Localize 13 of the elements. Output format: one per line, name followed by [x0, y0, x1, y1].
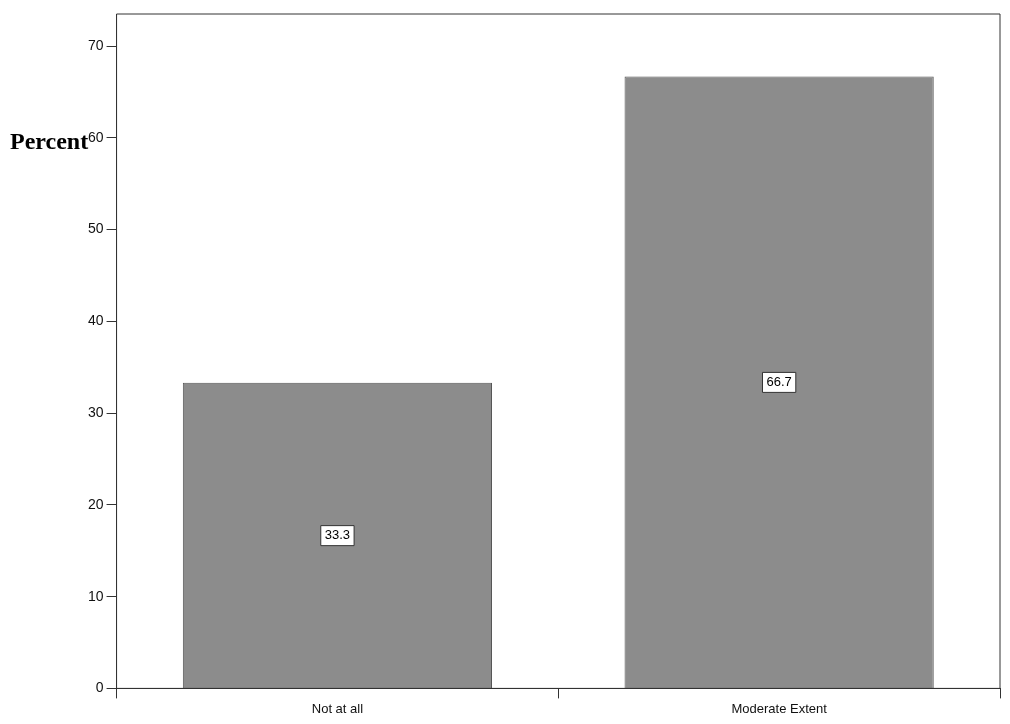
y-tick-label: 0 — [95, 679, 104, 696]
y-tick-label: 60 — [87, 128, 104, 145]
x-tick-label: Not at all — [311, 700, 364, 716]
y-axis-title: Percent — [10, 128, 89, 155]
data-label: 33.3 — [324, 527, 351, 543]
y-tick-label: 50 — [87, 220, 104, 237]
x-tick-label: Moderate Extent — [731, 700, 828, 716]
y-tick-label: 10 — [87, 587, 104, 604]
y-tick-label: 20 — [87, 495, 104, 512]
y-tick-label: 70 — [87, 36, 104, 53]
y-tick-label: 30 — [87, 403, 104, 420]
data-label: 66.7 — [766, 373, 792, 389]
y-tick-label: 40 — [87, 312, 104, 329]
